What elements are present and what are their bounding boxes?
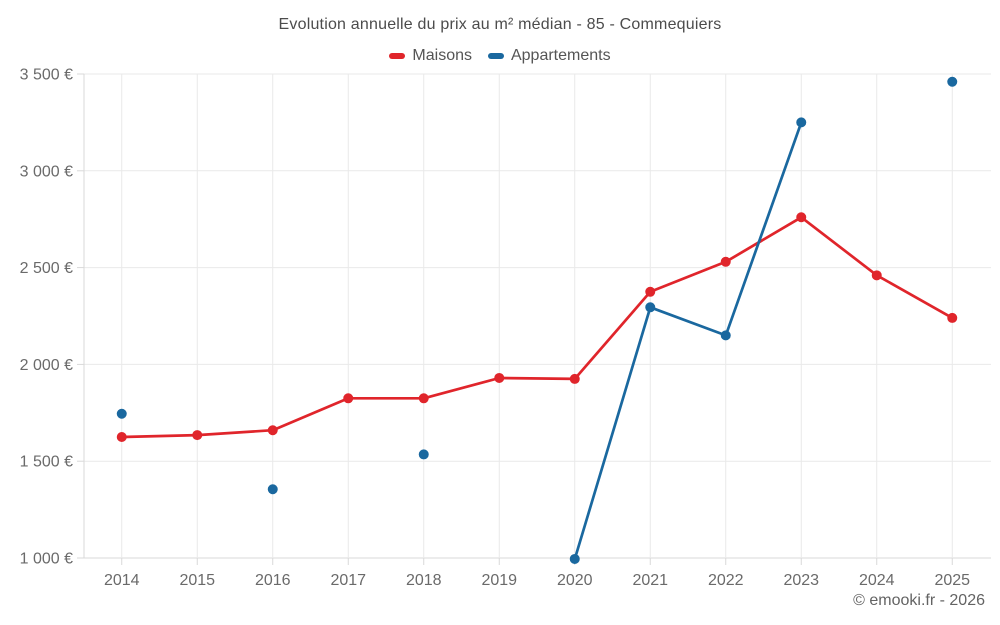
- x-axis-label: 2023: [783, 572, 819, 589]
- legend-label-appartements: Appartements: [510, 47, 611, 64]
- x-axis-label: 2019: [481, 572, 517, 589]
- copyright-text: © emooki.fr - 2026: [853, 592, 985, 609]
- y-axis-label: 1 000 €: [20, 551, 73, 568]
- appartements-series-swatch-icon: [487, 53, 504, 59]
- data-point-appartements-2020[interactable]: [569, 553, 580, 564]
- data-point-maisons-2021[interactable]: [645, 286, 656, 297]
- data-point-maisons-2014[interactable]: [116, 432, 127, 442]
- data-point-appartements-2016[interactable]: [267, 484, 278, 495]
- x-axis-label: 2024: [859, 572, 895, 589]
- maisons-series-swatch-icon: [389, 53, 406, 59]
- y-axis-label: 1 500 €: [20, 454, 73, 471]
- chart-title: Evolution annuelle du prix au m² médian …: [278, 16, 722, 33]
- data-point-maisons-2017[interactable]: [343, 393, 354, 404]
- legend-item-maisons[interactable]: Maisons: [389, 47, 472, 65]
- data-point-maisons-2016[interactable]: [267, 425, 278, 436]
- data-point-maisons-2023[interactable]: [796, 212, 807, 223]
- x-axis-label: 2015: [179, 572, 215, 589]
- x-axis-label: 2016: [255, 572, 291, 589]
- series-line-appartements: [573, 121, 803, 561]
- legend-label-maisons: Maisons: [412, 47, 472, 64]
- data-point-maisons-2018[interactable]: [418, 393, 429, 404]
- x-axis-label: 2017: [330, 572, 366, 589]
- y-axis-label: 2 000 €: [20, 357, 73, 374]
- y-axis-label: 2 500 €: [20, 260, 73, 277]
- x-axis-label: 2022: [708, 572, 744, 589]
- x-axis-label: 2020: [557, 572, 593, 589]
- legend: Maisons Appartements: [0, 45, 1000, 67]
- data-point-maisons-2024[interactable]: [871, 270, 882, 281]
- legend-item-appartements[interactable]: Appartements: [487, 47, 611, 65]
- x-axis-label: 2014: [104, 572, 140, 589]
- data-point-maisons-2015[interactable]: [192, 430, 203, 441]
- data-point-appartements-2025[interactable]: [947, 76, 958, 87]
- data-point-appartements-2021[interactable]: [645, 302, 656, 313]
- data-point-appartements-2018[interactable]: [418, 449, 429, 460]
- data-point-maisons-2019[interactable]: [494, 372, 505, 383]
- x-axis-label: 2025: [934, 572, 970, 589]
- series-line-maisons: [120, 215, 954, 439]
- y-axis-label: 3 500 €: [20, 67, 73, 84]
- data-point-maisons-2025[interactable]: [947, 312, 958, 323]
- y-axis-label: 3 000 €: [20, 163, 73, 180]
- data-point-appartements-2014[interactable]: [116, 408, 127, 419]
- data-point-maisons-2020[interactable]: [569, 373, 580, 384]
- x-axis-label: 2018: [406, 572, 442, 589]
- data-point-appartements-2022[interactable]: [720, 330, 731, 341]
- data-point-appartements-2023[interactable]: [796, 117, 807, 128]
- data-point-maisons-2022[interactable]: [720, 256, 731, 267]
- x-axis-label: 2021: [632, 572, 668, 589]
